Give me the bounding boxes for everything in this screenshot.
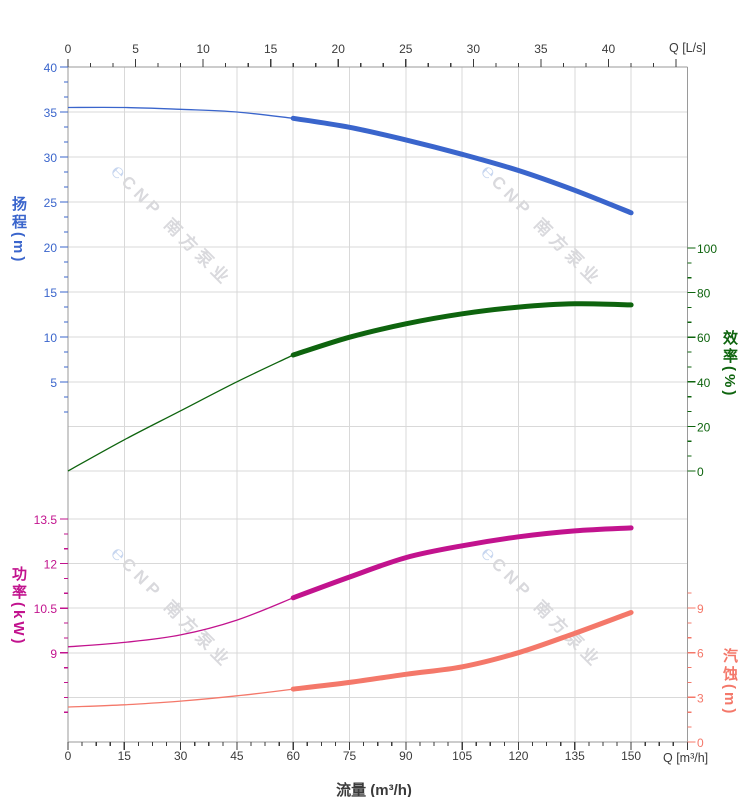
head-axis-title: 扬程(m) [10,196,27,265]
tick-label: 0 [697,736,704,750]
curve-efficiency [290,301,634,358]
tick-label: 0 [65,42,72,56]
tick-label: 9 [697,602,704,616]
tick-label: 120 [508,749,528,763]
tick-label: 25 [399,42,413,56]
tick-label: 30 [174,749,188,763]
tick-label: 0 [697,465,704,479]
curve-head [290,115,634,216]
curve-head-thin [67,106,294,119]
curve-power-thin [67,597,294,648]
tick-label: 90 [399,749,413,763]
tick-label: 30 [44,151,58,165]
bottom-axis-unit-label: Q [m³/h] [663,751,709,765]
tick-label: 80 [697,287,711,301]
tick-label: 75 [343,749,357,763]
tick-label: 35 [534,42,548,56]
tick-label: 12 [44,558,58,572]
tick-label: 20 [44,241,58,255]
curve-power [290,525,634,601]
tick-label: 105 [452,749,472,763]
tick-label: 20 [332,42,346,56]
tick-label: 6 [697,647,704,661]
tick-label: 0 [65,749,72,763]
tick-label: 5 [132,42,139,56]
tick-label: 10 [44,331,58,345]
tick-label: 25 [44,196,58,210]
top-axis-unit-label: Q [L/s] [669,41,706,55]
tick-label: 150 [621,749,641,763]
tick-label: 13.5 [34,513,58,527]
curve-efficiency-thin [67,354,294,472]
tick-label: 15 [44,286,58,300]
curve-npsh-thin [67,688,294,708]
power-axis-title: 功率(kW) [10,566,27,647]
tick-label: 45 [230,749,244,763]
tick-label: 60 [697,331,711,345]
tick-label: 135 [565,749,585,763]
tick-label: 15 [118,749,132,763]
tick-label: 10 [196,42,210,56]
tick-label: 9 [50,647,57,661]
curve-npsh [290,610,634,692]
tick-label: 10.5 [34,602,58,616]
tick-label: 35 [44,106,58,120]
bottom-axis-label: 流量 (m³/h) [336,782,412,797]
tick-label: 40 [602,42,616,56]
tick-label: 40 [44,61,58,75]
tick-label: 30 [467,42,481,56]
tick-label: 15 [264,42,278,56]
tick-label: 5 [50,376,57,390]
tick-label: 3 [697,691,704,705]
tick-label: 100 [697,242,717,256]
npsh-axis-title: 汽蚀(m) [721,648,738,717]
efficiency-axis-title: 效率(%) [721,330,738,399]
tick-label: 20 [697,420,711,434]
tick-label: 40 [697,376,711,390]
tick-label: 60 [287,749,301,763]
